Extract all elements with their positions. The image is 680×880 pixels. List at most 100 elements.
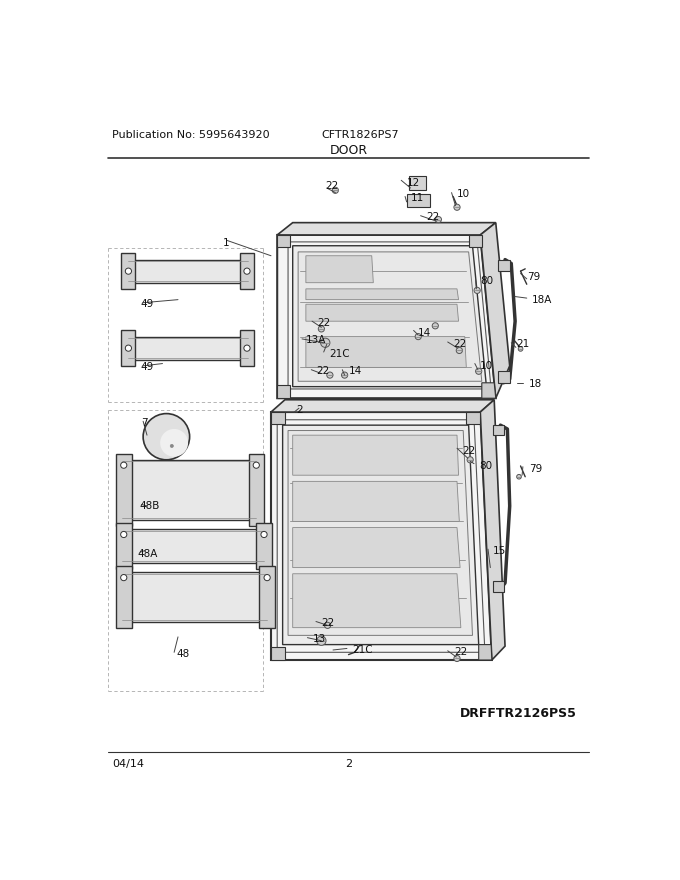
Text: DOOR: DOOR bbox=[329, 143, 368, 157]
Circle shape bbox=[317, 636, 326, 645]
Polygon shape bbox=[479, 644, 492, 660]
Polygon shape bbox=[498, 260, 510, 271]
Text: 80: 80 bbox=[479, 461, 492, 471]
Polygon shape bbox=[116, 566, 131, 627]
Text: 21C: 21C bbox=[329, 349, 350, 359]
Text: 48B: 48B bbox=[139, 501, 160, 511]
Polygon shape bbox=[277, 223, 496, 235]
Circle shape bbox=[244, 345, 250, 351]
Circle shape bbox=[518, 347, 523, 351]
Polygon shape bbox=[292, 246, 486, 386]
Polygon shape bbox=[271, 412, 285, 423]
Text: 22: 22 bbox=[453, 340, 466, 349]
Polygon shape bbox=[277, 385, 290, 398]
Polygon shape bbox=[292, 435, 458, 475]
Text: 10: 10 bbox=[480, 361, 494, 370]
Text: 18: 18 bbox=[529, 379, 543, 389]
Polygon shape bbox=[306, 336, 466, 368]
Text: 49: 49 bbox=[141, 299, 154, 309]
Text: 13: 13 bbox=[313, 634, 326, 644]
Circle shape bbox=[456, 348, 462, 354]
Polygon shape bbox=[480, 223, 510, 398]
Polygon shape bbox=[122, 572, 267, 621]
Circle shape bbox=[517, 474, 522, 479]
Text: 2: 2 bbox=[345, 759, 352, 769]
Polygon shape bbox=[116, 523, 131, 569]
Text: 15: 15 bbox=[492, 546, 506, 555]
Circle shape bbox=[143, 414, 190, 459]
Polygon shape bbox=[283, 425, 479, 644]
Polygon shape bbox=[288, 430, 473, 635]
Polygon shape bbox=[306, 289, 458, 299]
Text: 14: 14 bbox=[418, 327, 432, 338]
Polygon shape bbox=[498, 371, 510, 383]
Text: 21: 21 bbox=[517, 340, 530, 349]
Polygon shape bbox=[116, 454, 131, 526]
Circle shape bbox=[318, 326, 324, 332]
Polygon shape bbox=[306, 304, 458, 321]
Circle shape bbox=[320, 338, 330, 348]
Polygon shape bbox=[240, 330, 254, 366]
Text: DRFFTR2126PS5: DRFFTR2126PS5 bbox=[460, 708, 577, 721]
Text: 22: 22 bbox=[426, 212, 439, 223]
Text: 22: 22 bbox=[316, 366, 329, 377]
Text: 79: 79 bbox=[527, 272, 540, 282]
Polygon shape bbox=[248, 454, 264, 526]
Polygon shape bbox=[466, 412, 480, 423]
Polygon shape bbox=[480, 400, 505, 660]
Circle shape bbox=[432, 323, 439, 329]
Circle shape bbox=[467, 457, 473, 463]
Polygon shape bbox=[298, 252, 482, 381]
Circle shape bbox=[125, 268, 131, 275]
Text: 22: 22 bbox=[325, 181, 339, 192]
Text: 04/14: 04/14 bbox=[112, 759, 144, 769]
Polygon shape bbox=[469, 235, 482, 246]
Polygon shape bbox=[122, 253, 135, 289]
Circle shape bbox=[474, 287, 480, 294]
Circle shape bbox=[341, 372, 347, 378]
Polygon shape bbox=[306, 256, 373, 282]
Circle shape bbox=[160, 429, 188, 457]
Circle shape bbox=[125, 345, 131, 351]
Polygon shape bbox=[482, 383, 496, 398]
Polygon shape bbox=[292, 528, 460, 568]
Text: 22: 22 bbox=[454, 648, 467, 657]
Text: 79: 79 bbox=[529, 464, 543, 474]
Text: 21C: 21C bbox=[352, 645, 373, 655]
Polygon shape bbox=[122, 330, 135, 366]
Text: 80: 80 bbox=[480, 276, 494, 286]
Text: 22: 22 bbox=[318, 318, 330, 327]
Polygon shape bbox=[407, 194, 430, 207]
Polygon shape bbox=[256, 523, 272, 569]
Circle shape bbox=[454, 204, 460, 210]
Circle shape bbox=[333, 187, 339, 194]
Text: CFTR1826PS7: CFTR1826PS7 bbox=[322, 130, 399, 140]
Polygon shape bbox=[122, 459, 256, 520]
Circle shape bbox=[170, 444, 173, 447]
Circle shape bbox=[253, 462, 259, 468]
Text: 49: 49 bbox=[141, 363, 154, 372]
Polygon shape bbox=[128, 336, 248, 360]
Circle shape bbox=[120, 462, 127, 468]
Polygon shape bbox=[271, 400, 494, 412]
Text: 48: 48 bbox=[176, 649, 190, 659]
Circle shape bbox=[120, 532, 127, 538]
Circle shape bbox=[264, 575, 270, 581]
Polygon shape bbox=[277, 235, 290, 246]
Polygon shape bbox=[271, 412, 492, 660]
Text: 48A: 48A bbox=[137, 549, 158, 559]
Circle shape bbox=[415, 334, 422, 340]
Circle shape bbox=[261, 532, 267, 538]
Circle shape bbox=[327, 372, 333, 378]
Text: 12: 12 bbox=[407, 178, 420, 187]
Polygon shape bbox=[259, 566, 275, 627]
Circle shape bbox=[120, 575, 127, 581]
Polygon shape bbox=[292, 481, 459, 521]
Polygon shape bbox=[409, 176, 426, 190]
Polygon shape bbox=[122, 529, 264, 563]
Polygon shape bbox=[492, 582, 503, 592]
Polygon shape bbox=[271, 647, 285, 660]
Text: 22: 22 bbox=[322, 618, 335, 628]
Polygon shape bbox=[292, 574, 461, 627]
Circle shape bbox=[324, 622, 330, 628]
